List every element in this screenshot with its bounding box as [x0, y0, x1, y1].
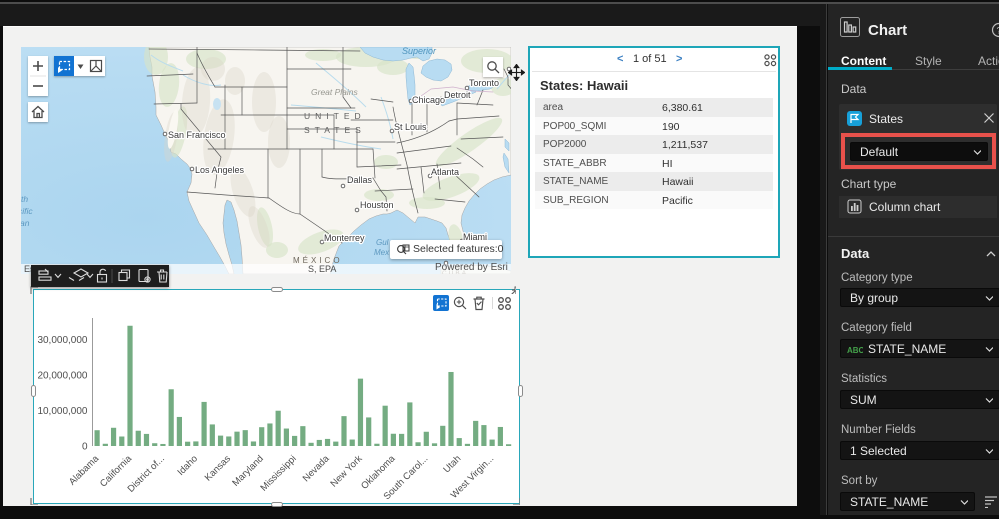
svg-text:20,000,000: 20,000,000 [37, 371, 87, 382]
svg-text:Superior: Superior [402, 47, 437, 56]
svg-text:Gul: Gul [376, 238, 389, 247]
svg-text:Monterrey: Monterrey [324, 233, 365, 243]
svg-text:Mex: Mex [374, 248, 390, 257]
svg-text:MÉXICO: MÉXICO [293, 256, 343, 265]
svg-text:Kansas: Kansas [203, 453, 233, 483]
svg-text:Dallas: Dallas [347, 175, 373, 185]
svg-text:Utah: Utah [441, 453, 463, 475]
svg-text:Detroit: Detroit [444, 90, 471, 100]
svg-text:30,000,000: 30,000,000 [37, 335, 87, 346]
svg-text:ABC: ABC [847, 346, 863, 355]
svg-text:Atlanta: Atlanta [431, 167, 459, 177]
svg-text:STATES: STATES [304, 125, 366, 135]
svg-text:Houston: Houston [360, 200, 394, 210]
svg-text:Idaho: Idaho [175, 453, 200, 478]
svg-text:Los Angeles: Los Angeles [195, 165, 245, 175]
svg-text:cific: cific [21, 206, 33, 216]
svg-text:Chicago: Chicago [412, 95, 445, 105]
svg-text:Alabama: Alabama [67, 453, 102, 488]
svg-text:Nevada: Nevada [301, 453, 332, 484]
svg-text:0: 0 [82, 442, 88, 453]
svg-text:St Louis: St Louis [394, 122, 427, 132]
svg-text:th: th [21, 194, 28, 204]
svg-text:San Francisco: San Francisco [168, 130, 226, 140]
svg-text:?: ? [996, 26, 999, 36]
svg-text:an: an [21, 218, 30, 228]
svg-text:Great Plains: Great Plains [311, 87, 359, 97]
svg-text:Toronto: Toronto [469, 78, 499, 88]
svg-text:10,000,000: 10,000,000 [37, 406, 87, 417]
svg-text:UNITED: UNITED [304, 111, 366, 121]
svg-text:Mississippi: Mississippi [258, 453, 298, 493]
